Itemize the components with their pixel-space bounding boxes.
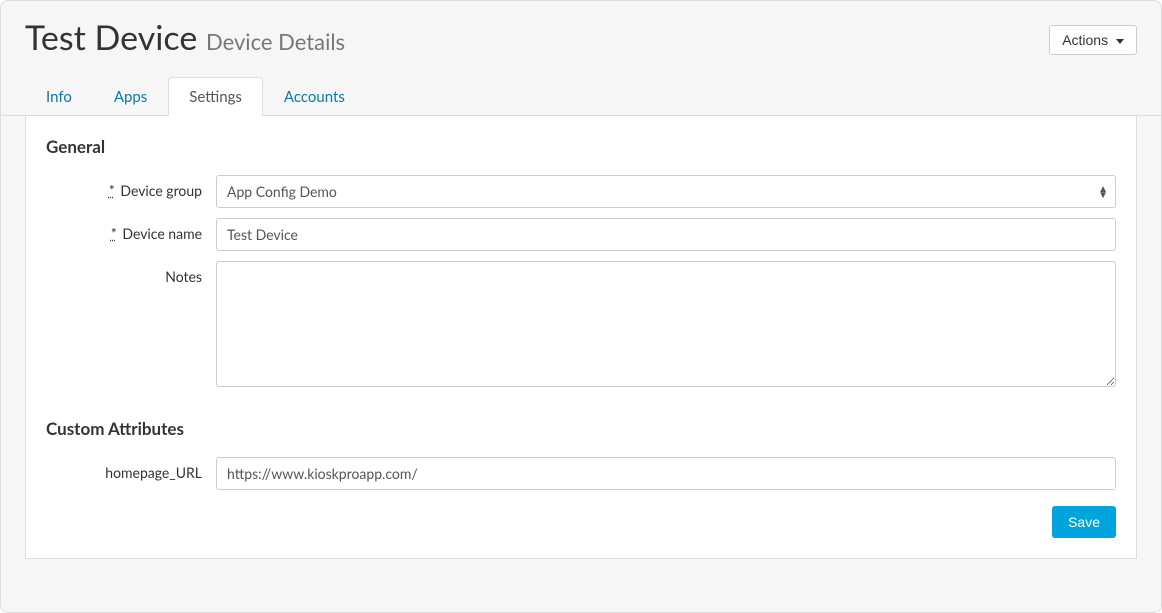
actions-button-label: Actions xyxy=(1062,32,1108,48)
device-details-panel: Test Device Device Details Actions Info … xyxy=(0,0,1162,613)
homepage-url-input-wrap xyxy=(216,457,1116,490)
device-group-select-wrap: App Config Demo ▲▼ xyxy=(216,175,1116,208)
notes-label: Notes xyxy=(46,261,216,285)
general-heading: General xyxy=(46,136,1116,157)
device-group-label: * Device group xyxy=(46,175,216,199)
device-name-input-wrap xyxy=(216,218,1116,251)
save-button-label: Save xyxy=(1068,514,1100,530)
page-title: Test Device Device Details xyxy=(25,17,345,58)
tab-accounts-label: Accounts xyxy=(284,88,345,106)
tabs: Info Apps Settings Accounts xyxy=(1,76,1161,116)
device-name-row: * Device name xyxy=(46,218,1116,251)
device-group-label-text: Device group xyxy=(120,182,202,199)
form-footer: Save xyxy=(46,506,1116,538)
tab-apps-label: Apps xyxy=(114,88,147,106)
homepage-url-label: homepage_URL xyxy=(46,457,216,481)
tab-info[interactable]: Info xyxy=(25,77,93,116)
device-group-select[interactable]: App Config Demo xyxy=(216,175,1116,208)
tab-settings-label: Settings xyxy=(189,88,242,106)
page-title-subtitle: Device Details xyxy=(206,28,345,55)
tab-settings[interactable]: Settings xyxy=(168,77,263,116)
page-title-main: Test Device xyxy=(25,17,197,58)
device-name-input[interactable] xyxy=(216,218,1116,251)
save-button[interactable]: Save xyxy=(1052,506,1116,538)
device-name-label-text: Device name xyxy=(122,225,202,242)
tab-accounts[interactable]: Accounts xyxy=(263,77,366,116)
homepage-url-input[interactable] xyxy=(216,457,1116,490)
actions-dropdown-button[interactable]: Actions xyxy=(1049,25,1137,55)
panel-header: Test Device Device Details Actions xyxy=(1,1,1161,58)
device-name-label: * Device name xyxy=(46,218,216,242)
required-marker: * xyxy=(109,182,115,199)
homepage-url-row: homepage_URL xyxy=(46,457,1116,490)
notes-textarea[interactable] xyxy=(216,261,1116,387)
tab-apps[interactable]: Apps xyxy=(93,77,168,116)
custom-attributes-heading: Custom Attributes xyxy=(46,418,1116,439)
tab-info-label: Info xyxy=(46,88,72,106)
title-block: Test Device Device Details xyxy=(25,17,345,58)
notes-textarea-wrap xyxy=(216,261,1116,390)
notes-row: Notes xyxy=(46,261,1116,390)
caret-down-icon xyxy=(1116,39,1124,44)
settings-tab-body: General * Device group App Config Demo ▲… xyxy=(25,116,1137,559)
required-marker: * xyxy=(111,225,117,242)
device-group-row: * Device group App Config Demo ▲▼ xyxy=(46,175,1116,208)
